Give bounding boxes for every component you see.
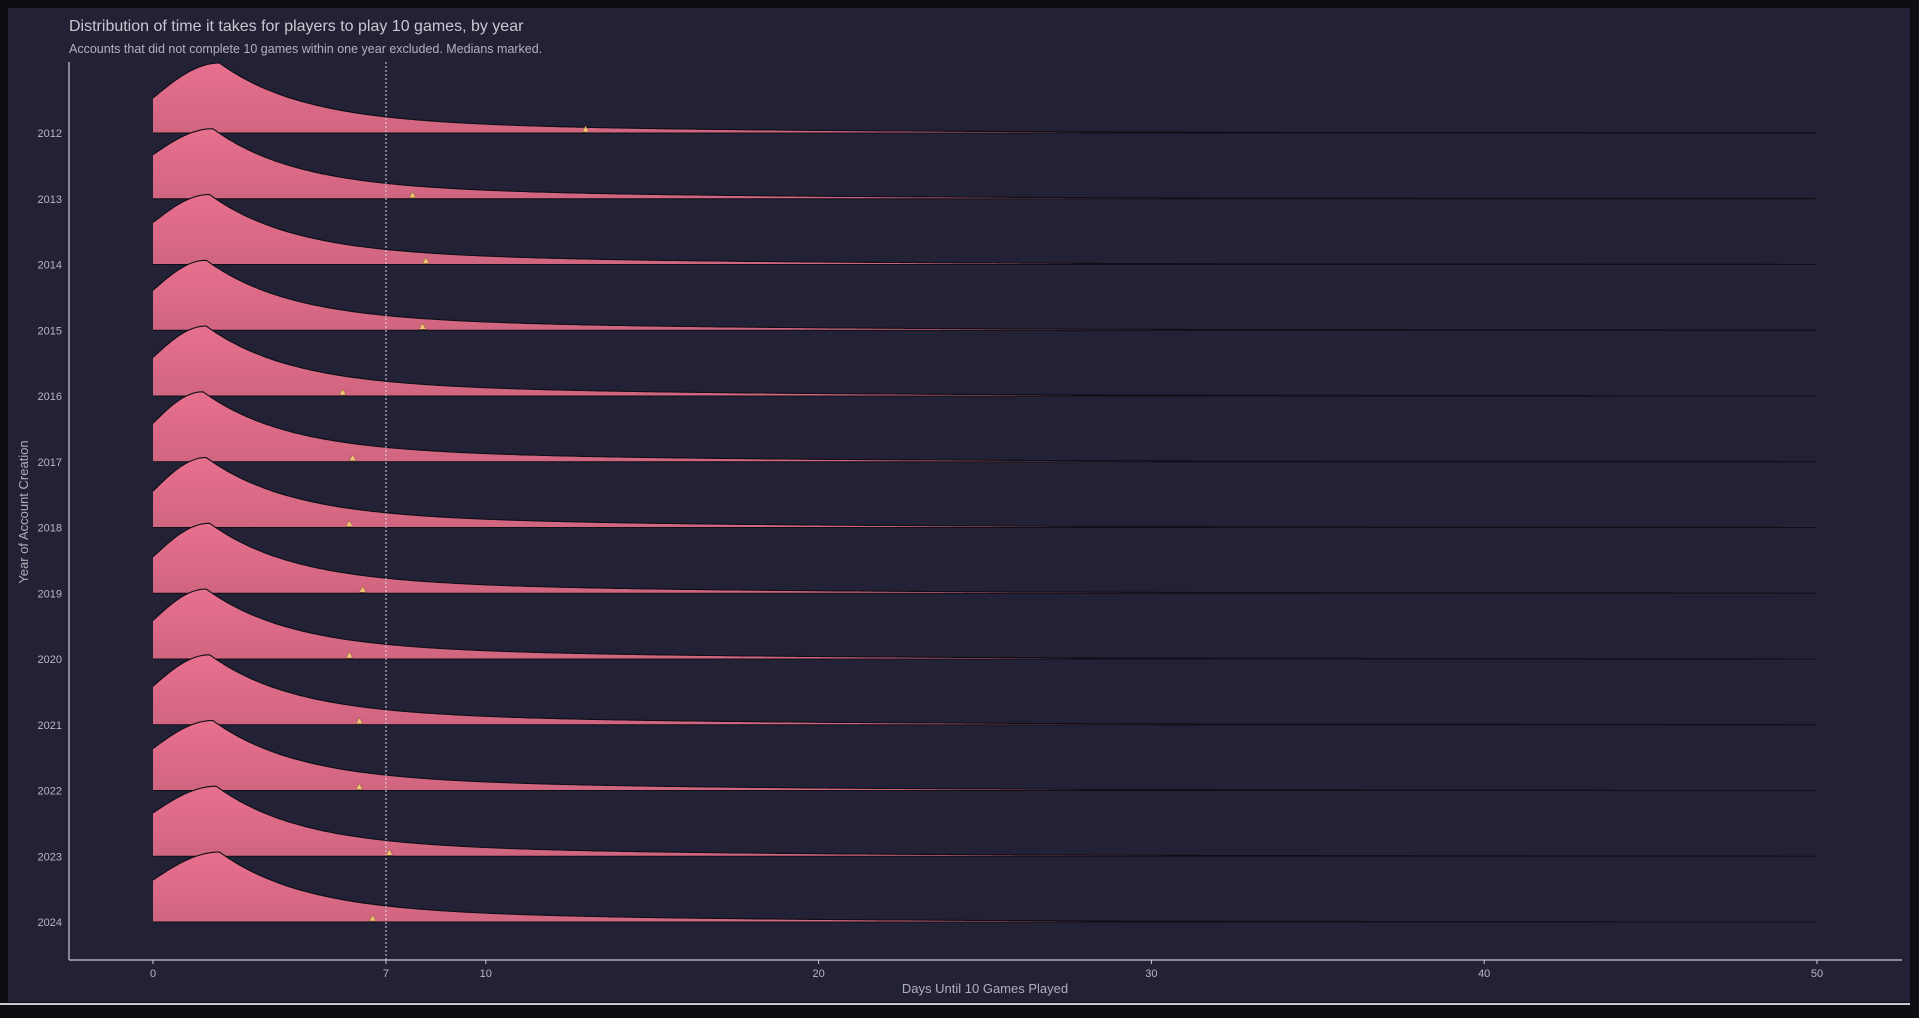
y-tick-label-2013: 2013 [38, 194, 62, 206]
median-marker-2014 [421, 257, 430, 264]
median-marker-2023 [385, 848, 394, 856]
ridge-2024 [153, 852, 1618, 922]
y-tick-label-2022: 2022 [38, 786, 62, 798]
ridge-2019 [153, 523, 1784, 594]
ridge-2015 [153, 260, 1817, 331]
y-tick-label-2017: 2017 [38, 457, 62, 469]
ridge-2012 [153, 63, 1817, 133]
median-markers [338, 125, 590, 922]
y-tick-label-2015: 2015 [38, 325, 62, 337]
chart-title: Distribution of time it takes for player… [69, 18, 524, 35]
median-marker-2019 [358, 585, 367, 593]
ridge-2022 [153, 720, 1618, 791]
median-marker-2021 [355, 717, 364, 724]
ridge-2023 [153, 786, 1784, 857]
y-tick-label-2024: 2024 [38, 917, 62, 929]
y-tick-label-2023: 2023 [38, 851, 62, 863]
ridges-layer [152, 62, 1817, 923]
median-marker-2017 [348, 454, 357, 461]
median-marker-2018 [345, 520, 354, 527]
ridge-2020 [153, 589, 1784, 659]
y-axis-ticks: 2012 2013 2014 2015 2016 2017 2018 2019 2020 2021… [38, 128, 62, 929]
x-tick-label-50: 50 [1811, 968, 1823, 980]
median-marker-2015 [418, 322, 427, 330]
y-tick-label-2018: 2018 [38, 523, 62, 535]
ridge-2016 [153, 326, 1618, 396]
median-marker-2020 [345, 651, 354, 659]
ridge-2013 [153, 128, 1817, 199]
x-tick-label-10: 10 [480, 968, 492, 980]
median-marker-2012 [581, 125, 590, 133]
ridge-2021 [153, 654, 1784, 725]
window-bottom-border [0, 1003, 1910, 1005]
x-tick-label-20: 20 [812, 968, 824, 980]
y-tick-label-2020: 2020 [38, 654, 62, 666]
y-tick-label-2014: 2014 [38, 260, 62, 272]
ridge-2014 [153, 194, 1784, 265]
x-tick-label-30: 30 [1145, 968, 1157, 980]
median-marker-2016 [338, 388, 347, 396]
x-axis-ticks: 0 7 10 20 30 40 50 [150, 960, 1823, 980]
y-tick-label-2016: 2016 [38, 391, 62, 403]
x-axis-title: Days Until 10 Games Played [902, 981, 1068, 996]
y-tick-label-2019: 2019 [38, 588, 62, 600]
chart-subtitle: Accounts that did not complete 10 games … [69, 42, 542, 56]
ridge-2018 [153, 457, 1784, 528]
median-marker-2024 [368, 914, 377, 922]
x-tick-label-40: 40 [1478, 968, 1490, 980]
ridge-2017 [153, 391, 1784, 462]
median-marker-2022 [355, 783, 364, 790]
y-axis-title: Year of Account Creation [16, 440, 31, 583]
x-tick-label-7: 7 [383, 968, 389, 980]
x-tick-label-0: 0 [150, 968, 156, 980]
y-tick-label-2012: 2012 [38, 128, 62, 140]
y-tick-label-2021: 2021 [38, 720, 62, 732]
median-marker-2013 [408, 191, 417, 198]
